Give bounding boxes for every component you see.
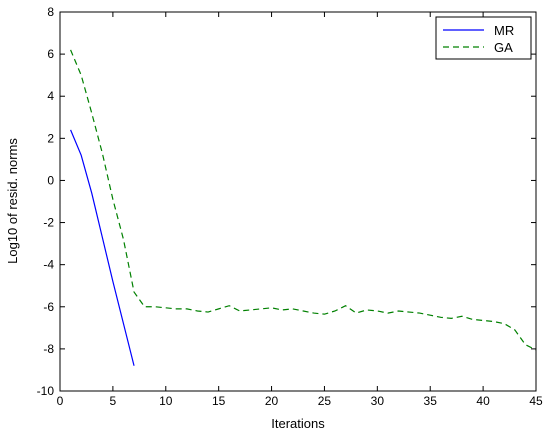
legend-label-mr: MR [494,23,514,38]
series-line-mr [70,129,135,366]
legend-box [435,16,532,60]
x-axis-title: Iterations [271,416,325,431]
y-tick-label: 2 [47,131,54,145]
y-tick-label: 0 [47,173,54,187]
y-tick-label: -6 [43,300,54,314]
y-tick-label: 6 [47,47,54,61]
x-tick-label: 25 [318,394,332,408]
x-tick-label: 15 [212,394,226,408]
legend-label-ga: GA [494,40,513,55]
x-tick-label: 35 [424,394,438,408]
plot-area [60,12,536,391]
x-tick-label: 10 [159,394,173,408]
series-line-ga [70,49,537,351]
x-tick-label: 45 [529,394,543,408]
x-tick-label: 40 [476,394,490,408]
y-tick-label: 4 [47,89,54,103]
x-tick-label: 5 [110,394,117,408]
series-layer [70,49,537,366]
y-axis-title: Log10 of resid. norms [5,138,20,264]
x-tick-label: 20 [265,394,279,408]
x-tick-label: 30 [371,394,385,408]
legend: MR GA [435,16,532,60]
ticks-layer: 0 5 10 15 20 25 30 35 40 45 -10 -8 -6 -4 -2 0 2 4 6 8 [37,5,543,408]
y-tick-label: -8 [43,342,54,356]
plot-frame [59,11,537,392]
y-tick-label: -4 [43,258,54,272]
y-tick-label: 8 [47,5,54,19]
y-tick-label: -10 [37,384,55,398]
x-tick-label: 0 [57,394,64,408]
y-tick-label: -2 [43,216,54,230]
